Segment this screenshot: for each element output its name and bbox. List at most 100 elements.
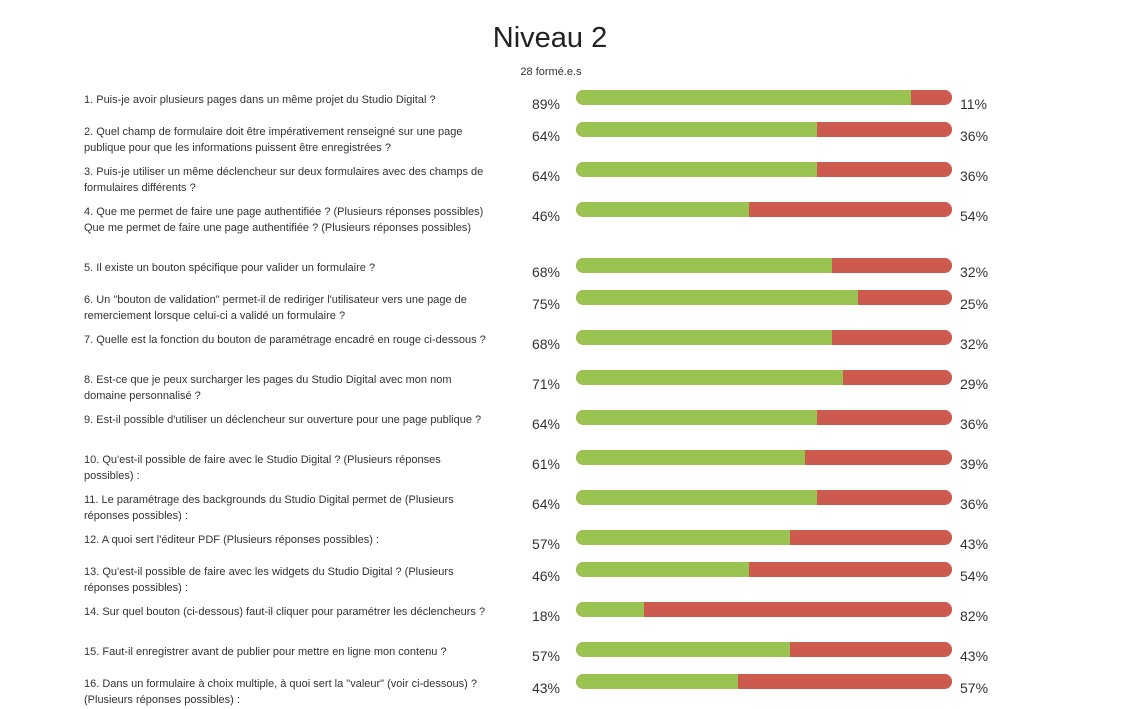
correct-percent-label: 68% [531, 264, 560, 280]
correct-percent-label: 46% [531, 208, 560, 224]
incorrect-percent-label: 32% [960, 336, 989, 352]
question-label: 4. Que me permet de faire une page authe… [84, 206, 484, 234]
question-row: 9. Est-il possible d'utiliser un déclenc… [0, 410, 1146, 457]
question-row: 12. A quoi sert l'éditeur PDF (Plusieurs… [0, 530, 1146, 577]
incorrect-percent-label: 43% [960, 536, 989, 552]
bar-segment-correct [576, 602, 644, 617]
incorrect-percent-label: 54% [960, 208, 989, 224]
incorrect-percent-label: 36% [960, 168, 989, 184]
correct-percent-label: 57% [531, 536, 560, 552]
question-row: 6. Un "bouton de validation" permet-il d… [0, 290, 1146, 337]
bar-segment-correct [576, 674, 738, 689]
stacked-bar [576, 602, 952, 617]
question-row: 10. Qu'est-il possible de faire avec le … [0, 450, 1146, 497]
stacked-bar [576, 330, 952, 345]
question-row: 1. Puis-je avoir plusieurs pages dans un… [0, 90, 1146, 137]
correct-percent-label: 64% [531, 496, 560, 512]
question-row: 2. Quel champ de formulaire doit être im… [0, 122, 1146, 169]
chart-subtitle: 28 formé.e.s [520, 66, 582, 78]
correct-percent-label: 43% [531, 680, 560, 696]
incorrect-percent-label: 43% [960, 648, 989, 664]
correct-percent-label: 18% [531, 608, 560, 624]
stacked-bar [576, 450, 952, 465]
bar-segment-incorrect [749, 202, 952, 217]
question-label: 14. Sur quel bouton (ci-dessous) faut-il… [84, 606, 486, 618]
correct-percent-label: 71% [531, 376, 560, 392]
question-label: 9. Est-il possible d'utiliser un déclenc… [84, 414, 482, 426]
bar-segment-incorrect [843, 370, 952, 385]
correct-percent-label: 57% [531, 648, 560, 664]
question-row: 4. Que me permet de faire une page authe… [0, 202, 1146, 249]
question-label: 6. Un "bouton de validation" permet-il d… [84, 294, 467, 322]
correct-percent-label: 75% [531, 296, 560, 312]
question-label: 11. Le paramétrage des backgrounds du St… [84, 494, 454, 522]
stacked-bar [576, 490, 952, 505]
question-label: 3. Puis-je utiliser un même déclencheur … [84, 166, 484, 194]
bar-segment-incorrect [832, 258, 952, 273]
bar-segment-correct [576, 330, 832, 345]
bar-segment-incorrect [817, 410, 952, 425]
bar-segment-correct [576, 370, 843, 385]
stacked-bar [576, 122, 952, 137]
incorrect-percent-label: 39% [960, 456, 989, 472]
question-label: 7. Quelle est la fonction du bouton de p… [84, 334, 486, 346]
question-label: 10. Qu'est-il possible de faire avec le … [84, 454, 441, 482]
correct-percent-label: 46% [531, 568, 560, 584]
bar-segment-incorrect [790, 642, 952, 657]
correct-percent-label: 68% [531, 336, 560, 352]
incorrect-percent-label: 32% [960, 264, 989, 280]
incorrect-percent-label: 25% [960, 296, 989, 312]
bar-segment-incorrect [644, 602, 952, 617]
question-label: 16. Dans un formulaire à choix multiple,… [84, 678, 477, 706]
question-row: 14. Sur quel bouton (ci-dessous) faut-il… [0, 602, 1146, 649]
correct-percent-label: 64% [531, 416, 560, 432]
incorrect-percent-label: 29% [960, 376, 989, 392]
bar-segment-incorrect [738, 674, 952, 689]
question-label: 8. Est-ce que je peux surcharger les pag… [84, 374, 452, 402]
stacked-bar [576, 202, 952, 217]
correct-percent-label: 64% [531, 168, 560, 184]
question-row: 7. Quelle est la fonction du bouton de p… [0, 330, 1146, 377]
bar-segment-incorrect [805, 450, 952, 465]
stacked-bar [576, 674, 952, 689]
correct-percent-label: 61% [531, 456, 560, 472]
bar-segment-incorrect [817, 162, 952, 177]
bar-segment-incorrect [817, 122, 952, 137]
incorrect-percent-label: 36% [960, 416, 989, 432]
question-row: 11. Le paramétrage des backgrounds du St… [0, 490, 1146, 537]
bar-segment-correct [576, 450, 805, 465]
question-label: 13. Qu'est-il possible de faire avec les… [84, 566, 454, 594]
bar-segment-incorrect [817, 490, 952, 505]
stacked-bar [576, 530, 952, 545]
incorrect-percent-label: 57% [960, 680, 989, 696]
bar-segment-correct [576, 122, 817, 137]
bar-segment-correct [576, 562, 749, 577]
correct-percent-label: 64% [531, 128, 560, 144]
bar-segment-incorrect [790, 530, 952, 545]
bar-segment-correct [576, 642, 790, 657]
question-row: 8. Est-ce que je peux surcharger les pag… [0, 370, 1146, 417]
incorrect-percent-label: 54% [960, 568, 989, 584]
bar-segment-correct [576, 490, 817, 505]
bar-segment-correct [576, 290, 858, 305]
question-label: 2. Quel champ de formulaire doit être im… [84, 126, 463, 154]
question-row: 16. Dans un formulaire à choix multiple,… [0, 674, 1146, 709]
bar-segment-correct [576, 530, 790, 545]
question-label: 12. A quoi sert l'éditeur PDF (Plusieurs… [84, 534, 379, 546]
bar-segment-incorrect [911, 90, 952, 105]
bar-segment-correct [576, 258, 832, 273]
stacked-bar [576, 370, 952, 385]
incorrect-percent-label: 36% [960, 128, 989, 144]
stacked-bar [576, 90, 952, 105]
bar-segment-correct [576, 410, 817, 425]
stacked-bar [576, 410, 952, 425]
bar-segment-incorrect [858, 290, 952, 305]
stacked-bar [576, 162, 952, 177]
incorrect-percent-label: 36% [960, 496, 989, 512]
bar-segment-correct [576, 202, 749, 217]
stacked-bar [576, 258, 952, 273]
bar-segment-correct [576, 90, 911, 105]
stacked-bar [576, 290, 952, 305]
incorrect-percent-label: 11% [960, 96, 987, 112]
question-row: 15. Faut-il enregistrer avant de publier… [0, 642, 1146, 689]
